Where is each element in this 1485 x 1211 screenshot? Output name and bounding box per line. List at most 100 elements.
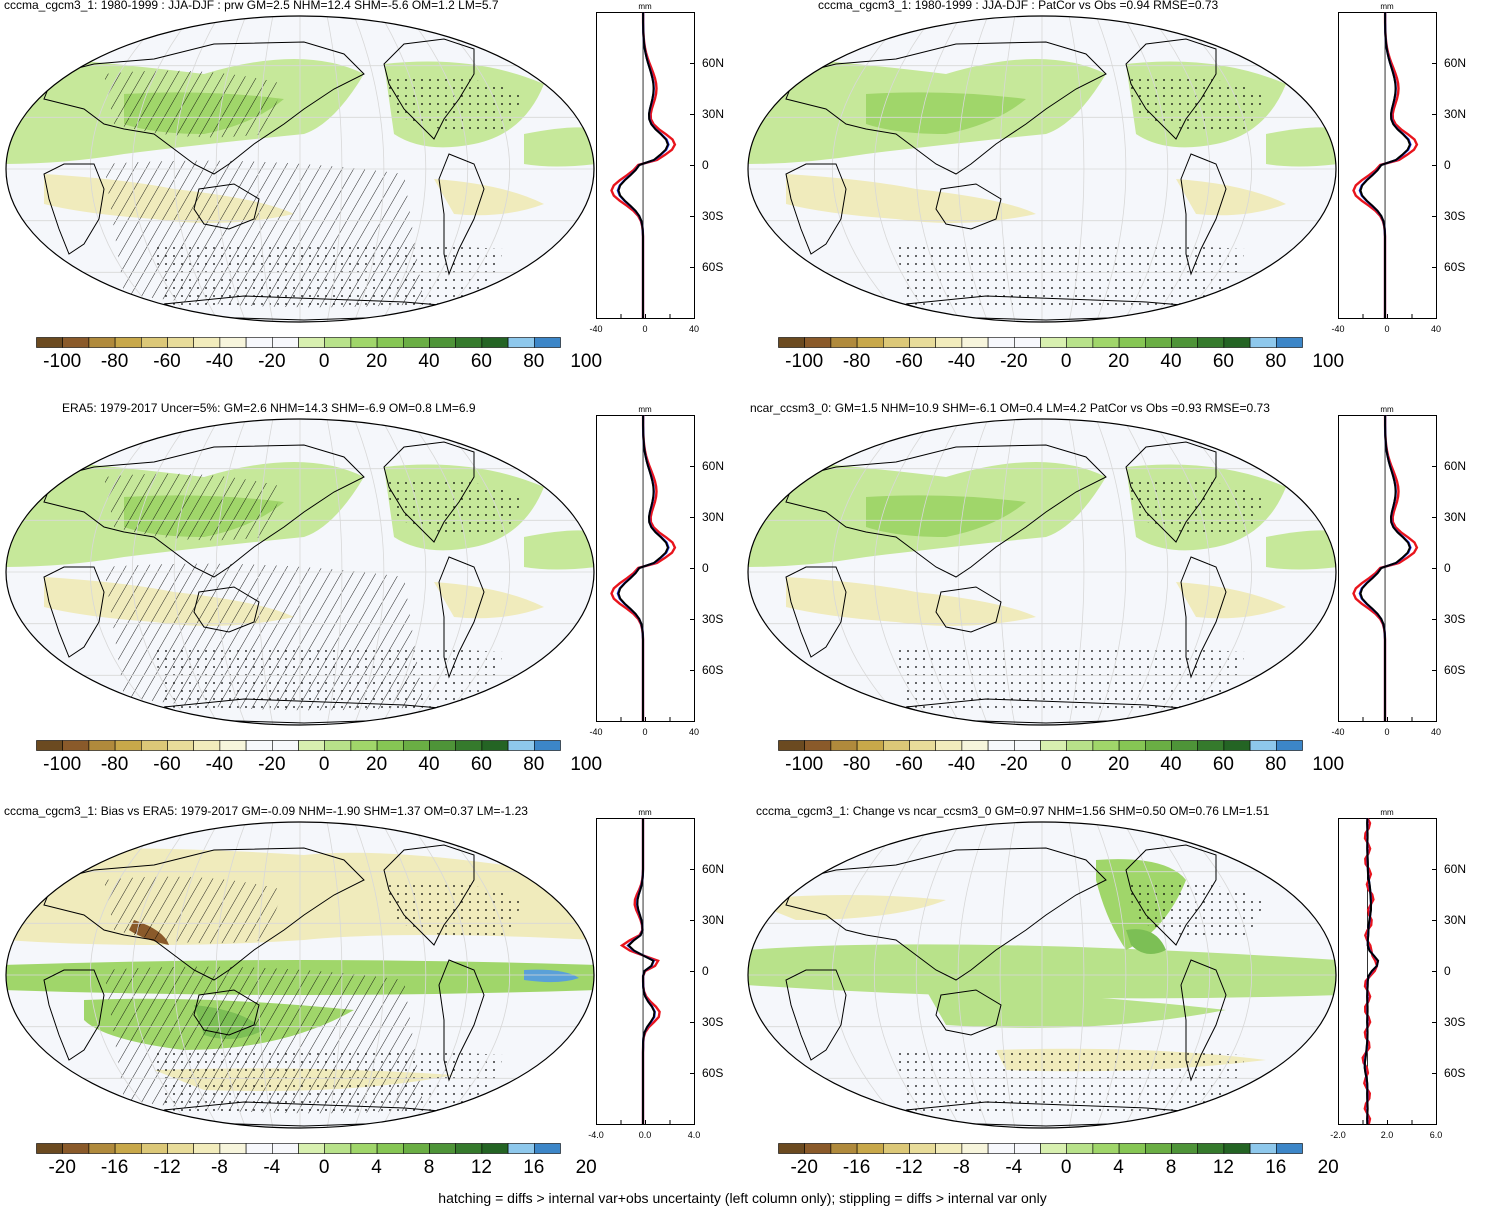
zonal-curve — [617, 415, 669, 721]
zonal-mean-plot — [1338, 818, 1437, 1125]
colorbar-box — [1249, 1143, 1277, 1154]
zonal-lat-tick-label: 30N — [702, 913, 725, 927]
colorbar-box — [909, 1143, 937, 1154]
colorbar-box — [455, 740, 483, 751]
zonal-x-tick-label: -40 — [589, 727, 603, 737]
colorbar-label: -20 — [258, 754, 286, 775]
colorbar-box — [1197, 337, 1225, 348]
zonal-lat-tick-label: 30S — [702, 612, 724, 626]
colorbar-box — [1040, 1143, 1068, 1154]
robinson-map — [747, 418, 1337, 726]
colorbar-label: -20 — [258, 351, 286, 372]
colorbar-label: -60 — [895, 351, 923, 372]
zonal-lat-tick-label: 30S — [702, 1015, 724, 1029]
colorbar-box — [62, 1143, 90, 1154]
colorbar-label: 20 — [575, 1157, 597, 1178]
colorbar-box — [245, 1143, 273, 1154]
colorbar-label: -40 — [947, 754, 976, 775]
colorbar-label: 20 — [366, 351, 388, 372]
colorbar-label: 12 — [1212, 1157, 1234, 1178]
colorbar-box — [1014, 740, 1041, 751]
zonal-lat-tick-label: 30N — [1444, 107, 1467, 121]
colorbar-box — [1066, 740, 1094, 751]
zonal-x-tick-label: -2.0 — [1330, 1130, 1346, 1140]
colorbar-label: 0 — [318, 351, 330, 372]
colorbar-box — [1118, 740, 1146, 751]
zonal-x-tick-label: 0 — [642, 727, 648, 737]
colorbar-box — [219, 740, 247, 751]
zonal-curve — [627, 818, 656, 1124]
colorbar-box — [429, 740, 457, 751]
zonal-curve — [1359, 12, 1411, 318]
colorbar-box — [481, 1143, 509, 1154]
zonal-lat-tick-label: 0 — [702, 158, 709, 172]
colorbar-box — [402, 740, 430, 751]
colorbar-box — [856, 740, 884, 751]
colorbar-label: 20 — [366, 754, 388, 775]
colorbar-label: -16 — [100, 1157, 129, 1178]
colorbar-box — [1275, 1143, 1303, 1154]
zonal-x-tick-label: 40 — [1430, 727, 1441, 737]
colorbar-box — [62, 740, 90, 751]
colorbar-label: 100 — [570, 351, 603, 372]
colorbar-box — [961, 337, 989, 348]
colorbar-box — [36, 740, 64, 751]
robinson-map — [5, 15, 595, 323]
colorbar-label: 80 — [1265, 754, 1287, 775]
colorbar-box — [1144, 337, 1172, 348]
colorbar-label: -40 — [947, 351, 976, 372]
zonal-x-tick-label: -40 — [1331, 324, 1345, 334]
zonal-lat-tick-label: 30N — [1444, 510, 1467, 524]
colorbar-box — [1014, 337, 1041, 348]
colorbar-box — [856, 1143, 884, 1154]
colorbar-box — [830, 1143, 858, 1154]
zonal-x-tick-label: 0 — [1384, 324, 1390, 334]
colorbar-box — [1014, 1143, 1041, 1154]
zonal-curve — [1363, 818, 1380, 1125]
panel-era5: ERA5: 1979-2017 Uncer=5%: GM=2.6 NHM=14.… — [0, 401, 742, 803]
colorbar-box — [1249, 337, 1277, 348]
colorbar-box — [402, 1143, 430, 1154]
zonal-unit-label: mm — [1380, 808, 1394, 817]
colorbar-label: 16 — [523, 1157, 545, 1178]
colorbar-box — [298, 337, 326, 348]
zonal-x-tick-label: 0 — [1384, 727, 1390, 737]
zonal-lat-tick-label: 60S — [702, 260, 724, 274]
colorbar-label: 40 — [1160, 351, 1182, 372]
zonal-unit-label: mm — [1380, 405, 1394, 414]
colorbar-label: 12 — [470, 1157, 492, 1178]
colorbar-box — [455, 337, 483, 348]
colorbar-box — [935, 740, 963, 751]
colorbar-label: -40 — [205, 754, 234, 775]
colorbar-label: -12 — [153, 1157, 181, 1178]
colorbar-box — [1066, 1143, 1094, 1154]
colorbar-label: -40 — [205, 351, 234, 372]
colorbar-box — [856, 337, 884, 348]
colorbar-label: 0 — [1060, 351, 1072, 372]
colorbar-box — [36, 1143, 64, 1154]
colorbar-box — [114, 337, 142, 348]
colorbar-box — [533, 740, 561, 751]
colorbar-label: -12 — [895, 1157, 923, 1178]
colorbar-label: -80 — [842, 351, 871, 372]
colorbar-box — [141, 337, 168, 348]
colorbar-box — [114, 1143, 142, 1154]
zonal-lat-tick-label: 30S — [1444, 1015, 1466, 1029]
colorbar-box — [324, 1143, 352, 1154]
colorbar-box — [935, 1143, 963, 1154]
colorbar — [778, 740, 1303, 751]
colorbar-box — [1249, 740, 1277, 751]
colorbar-box — [167, 1143, 195, 1154]
zonal-unit-label: mm — [1380, 2, 1394, 11]
colorbar-box — [961, 740, 989, 751]
colorbar-label: 16 — [1265, 1157, 1287, 1178]
robinson-map — [747, 15, 1337, 323]
colorbar-box — [272, 1143, 299, 1154]
colorbar — [778, 337, 1303, 348]
colorbar-box — [1144, 740, 1172, 751]
colorbar-box — [1118, 1143, 1146, 1154]
zonal-mean-plot — [596, 818, 695, 1125]
colorbar-box — [1197, 1143, 1225, 1154]
colorbar-box — [193, 1143, 221, 1154]
colorbar-box — [455, 1143, 483, 1154]
